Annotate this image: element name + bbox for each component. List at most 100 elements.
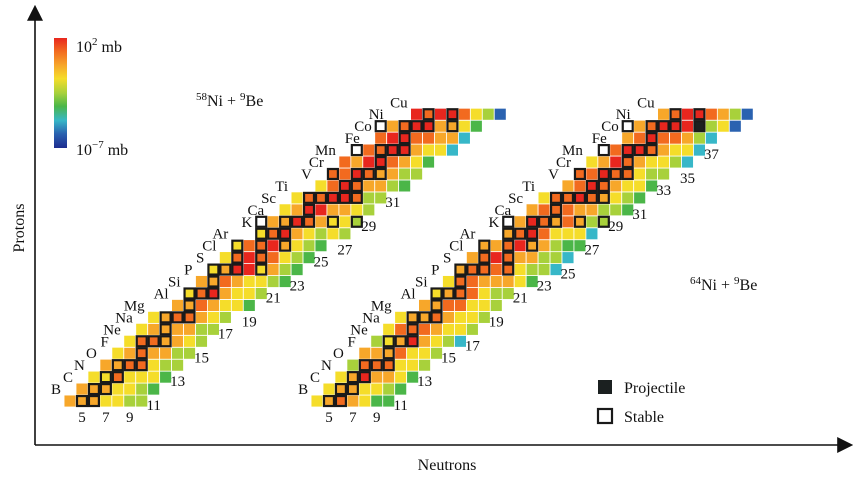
nuclide-cell bbox=[633, 131, 647, 145]
stable-outline bbox=[573, 167, 587, 181]
nuclide-cell bbox=[358, 394, 372, 408]
nuclide-cell bbox=[549, 251, 563, 264]
element-label: Na bbox=[362, 310, 380, 326]
nuclide-cell bbox=[135, 370, 149, 384]
nuclide-cell bbox=[489, 287, 503, 300]
nuclide-cell bbox=[370, 394, 384, 408]
nuclide-cell bbox=[561, 179, 575, 193]
nuclide-cell bbox=[489, 299, 503, 312]
stable-outline bbox=[87, 383, 100, 396]
stable-outline bbox=[621, 155, 634, 169]
nuclide-cell bbox=[123, 346, 137, 360]
nuclide-cell bbox=[681, 131, 694, 145]
nuclide-cell bbox=[561, 215, 575, 229]
nuclide-cell bbox=[362, 143, 376, 157]
stable-outline bbox=[255, 227, 268, 240]
nuclide-cell bbox=[338, 155, 352, 169]
stable-outline bbox=[358, 359, 371, 372]
element-label: Ca bbox=[495, 203, 512, 219]
element-label: N bbox=[74, 358, 85, 374]
nuclide-cell bbox=[394, 382, 408, 396]
nuclide-cell bbox=[573, 203, 587, 217]
neutron-number-label: 31 bbox=[385, 195, 400, 211]
nuclide-cell bbox=[469, 107, 483, 121]
nuclide-cell bbox=[278, 251, 292, 264]
nuclide-cell bbox=[382, 382, 396, 396]
nuclide-cell bbox=[657, 167, 670, 181]
neutron-number-label: 11 bbox=[393, 398, 407, 414]
nuclide-cell bbox=[362, 155, 376, 169]
stable-outline bbox=[159, 335, 172, 348]
element-label: O bbox=[333, 346, 344, 362]
nuclide-cell bbox=[254, 275, 268, 288]
nuclide-cell bbox=[123, 334, 137, 348]
stable-outline bbox=[374, 155, 387, 169]
nuclide-cell bbox=[183, 334, 196, 348]
stable-outline bbox=[597, 179, 610, 192]
stable-outline bbox=[526, 215, 539, 228]
element-label: P bbox=[431, 263, 439, 279]
color-scale-max-label: 102 mb bbox=[76, 36, 122, 56]
nuclide-cell bbox=[147, 382, 161, 396]
nuclide-cell bbox=[370, 382, 384, 396]
nuclide-cell bbox=[334, 370, 348, 384]
stable-outline bbox=[398, 120, 411, 133]
nuclide-cell bbox=[147, 370, 161, 384]
stable-outline bbox=[645, 144, 658, 157]
nuclide-cell bbox=[314, 179, 328, 193]
nuclide-cell bbox=[418, 334, 431, 348]
nuclide-cell bbox=[195, 275, 208, 288]
nuclide-cell bbox=[609, 203, 623, 217]
nuclide-cell bbox=[370, 334, 384, 348]
stable-outline bbox=[111, 359, 124, 372]
nuclide-cell bbox=[657, 131, 670, 145]
element-label: Si bbox=[415, 275, 428, 291]
nuclide-cell bbox=[633, 119, 647, 133]
stable-outline bbox=[370, 359, 383, 372]
stable-outline bbox=[207, 263, 220, 276]
nuclide-cell bbox=[386, 167, 400, 181]
stable-outline bbox=[111, 371, 124, 384]
nuclide-cell bbox=[716, 119, 730, 133]
stable-outline bbox=[454, 275, 467, 288]
nuclide-cell bbox=[633, 155, 647, 169]
nuclide-cell bbox=[657, 143, 670, 157]
color-scale-bar bbox=[54, 38, 67, 148]
stable-outline bbox=[338, 179, 351, 192]
stable-outline bbox=[183, 287, 196, 300]
nuclide-cell bbox=[242, 287, 256, 300]
element-label: Ni bbox=[616, 107, 631, 123]
stable-outline bbox=[478, 251, 491, 264]
element-label: B bbox=[51, 382, 61, 398]
nuclide-cell bbox=[513, 275, 527, 288]
legend-stable-label: Stable bbox=[624, 409, 664, 426]
neutron-number-label: 15 bbox=[441, 350, 456, 366]
stable-outline bbox=[585, 191, 598, 204]
legend: Projectile Stable bbox=[596, 380, 685, 426]
nuclide-cell bbox=[418, 346, 431, 360]
stable-outline bbox=[621, 120, 634, 133]
stable-outline bbox=[549, 191, 563, 204]
nuclide-cell bbox=[147, 322, 161, 336]
stable-outline bbox=[597, 144, 610, 157]
stable-outline bbox=[255, 215, 268, 228]
stable-outline bbox=[549, 215, 563, 228]
nuclide-cell bbox=[242, 299, 256, 312]
stable-outline bbox=[645, 132, 658, 145]
nuclide-cell bbox=[645, 155, 659, 169]
nuclide-cell bbox=[537, 263, 551, 276]
stable-outline bbox=[147, 335, 160, 348]
element-label: S bbox=[196, 251, 204, 267]
stable-outline bbox=[195, 287, 208, 300]
element-label: Mn bbox=[562, 143, 583, 159]
nuclide-cell bbox=[609, 191, 623, 205]
element-label: Ti bbox=[275, 179, 288, 195]
nuclide-cell bbox=[314, 215, 328, 229]
nuclide-cell bbox=[159, 346, 172, 360]
element-label: V bbox=[301, 167, 312, 183]
nuclide-cell bbox=[410, 167, 423, 181]
neutron-number-label: 29 bbox=[608, 219, 623, 235]
stable-outline bbox=[418, 311, 431, 324]
stable-outline bbox=[645, 120, 658, 133]
nuclide-cell bbox=[465, 251, 479, 264]
